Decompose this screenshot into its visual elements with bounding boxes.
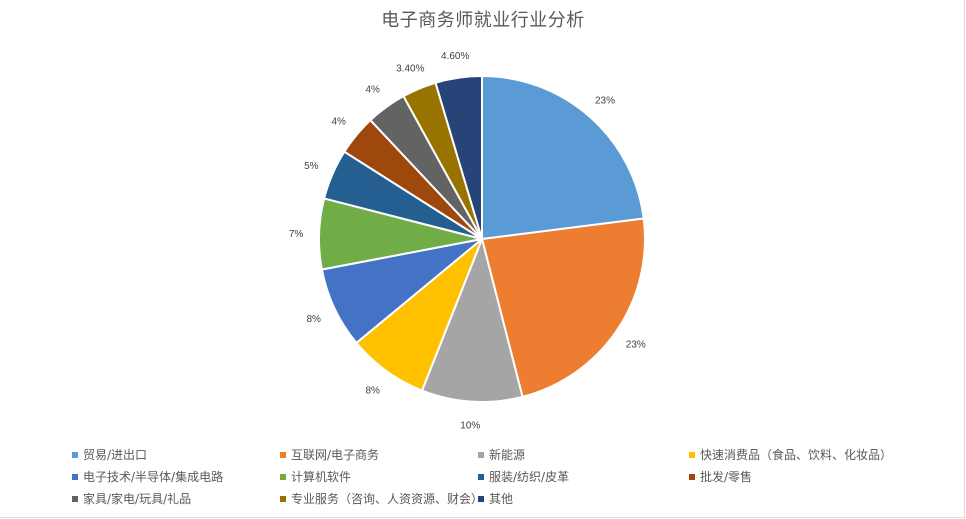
pie-slice (481, 74, 645, 241)
pie-slice (480, 217, 646, 399)
legend-item[interactable]: 电子技术/半导体/集成电路 (72, 468, 223, 485)
legend-item[interactable]: 计算机软件 (280, 468, 351, 485)
data-label: 4% (365, 85, 380, 96)
data-label: 23% (595, 96, 615, 107)
data-label: 10% (460, 421, 480, 432)
legend-item[interactable]: 其他 (478, 490, 513, 507)
legend-item[interactable]: 服装/纺织/皮革 (478, 468, 569, 485)
legend-swatch-icon (478, 451, 484, 458)
data-label: 8% (306, 314, 321, 325)
legend-swatch-icon (478, 473, 484, 480)
legend-item[interactable]: 快速消费品（食品、饮料、化妆品） (689, 446, 892, 463)
legend-label: 快速消费品（食品、饮料、化妆品） (700, 448, 893, 462)
legend-label: 其他 (489, 492, 514, 506)
legend-swatch-icon (280, 473, 286, 480)
legend-label: 服装/纺织/皮革 (489, 470, 570, 484)
pie-slice (420, 235, 524, 403)
legend-swatch-icon (72, 451, 78, 458)
legend-label: 新能源 (489, 448, 526, 462)
pie-slice (434, 74, 483, 240)
legend-swatch-icon (689, 473, 695, 480)
data-label: 7% (289, 229, 304, 240)
legend-label: 批发/零售 (700, 470, 753, 484)
legend-swatch-icon (72, 473, 78, 480)
data-label: 23% (626, 340, 646, 351)
legend-swatch-icon (72, 495, 78, 502)
data-label: 8% (365, 386, 380, 397)
legend-item[interactable]: 新能源 (478, 446, 525, 463)
data-label: 4% (331, 116, 346, 127)
data-label: 3.40% (396, 63, 424, 74)
legend-item[interactable]: 家具/家电/玩具/礼品 (72, 490, 191, 507)
legend-label: 电子技术/半导体/集成电路 (83, 470, 224, 484)
legend-label: 计算机软件 (291, 470, 352, 484)
legend-item[interactable]: 专业服务（咨询、人资资源、财会） (280, 490, 483, 507)
legend-label: 家具/家电/玩具/礼品 (83, 492, 192, 506)
data-label: 5% (304, 161, 319, 172)
legend-item[interactable]: 批发/零售 (689, 468, 752, 485)
legend-label: 互联网/电子商务 (291, 448, 380, 462)
legend-swatch-icon (280, 495, 286, 502)
legend-label: 贸易/进出口 (83, 448, 148, 462)
data-label: 4.60% (441, 51, 469, 62)
chart-title: 电子商务师就业行业分析 (381, 10, 585, 31)
legend-item[interactable]: 贸易/进出口 (72, 446, 147, 463)
legend-swatch-icon (689, 451, 695, 458)
legend-label: 专业服务（咨询、人资资源、财会） (291, 492, 484, 506)
legend-swatch-icon (478, 495, 484, 502)
legend-swatch-icon (280, 451, 286, 458)
legend-item[interactable]: 互联网/电子商务 (280, 446, 379, 463)
